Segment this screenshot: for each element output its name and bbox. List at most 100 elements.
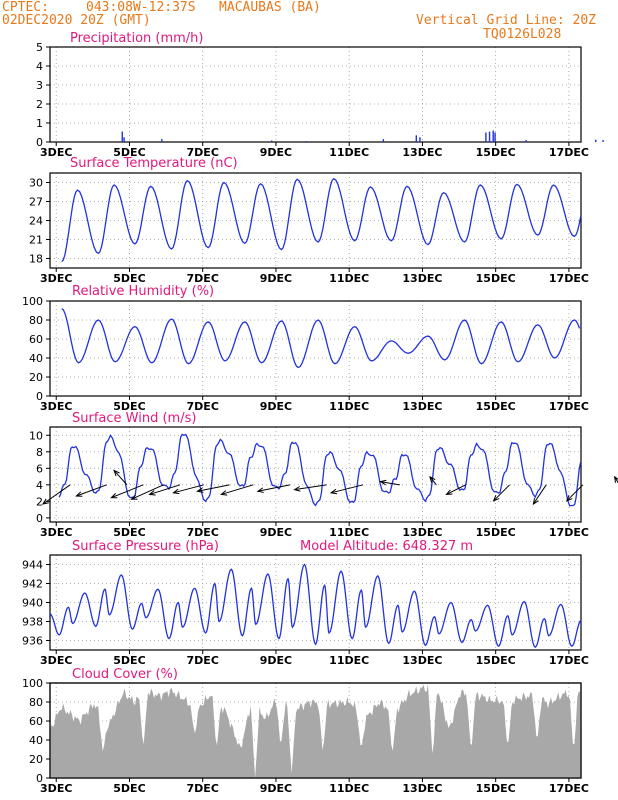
pressure-xtick-label: 3DEC — [40, 654, 72, 667]
temp-ytick-label: 21 — [29, 234, 43, 247]
rh-xtick-label: 3DEC — [40, 400, 72, 413]
wind-arrow — [446, 484, 466, 495]
wind-xtick-label: 3DEC — [40, 526, 72, 539]
header-location: 043:08W-12:37S MACAUBAS (BA) — [86, 0, 321, 15]
cloud-xtick-label: 11DEC — [329, 782, 369, 795]
wind-arrowhead — [113, 469, 120, 477]
rh-ytick-label: 20 — [29, 371, 43, 384]
precip-xtick-label: 3DEC — [40, 146, 72, 159]
cloud-xtick-label: 15DEC — [476, 782, 516, 795]
rh-xtick-label: 15DEC — [476, 400, 516, 413]
rh-ytick-label: 100 — [22, 295, 43, 308]
cloud-ytick-label: 80 — [29, 696, 43, 709]
cloud-ytick-label: 40 — [29, 734, 43, 747]
precip-xtick-label: 5DEC — [113, 146, 145, 159]
header-date: 02DEC2020 20Z (GMT) — [2, 13, 151, 28]
wind-ytick-label: 6 — [36, 462, 43, 475]
wind-arrowhead — [41, 498, 49, 505]
precip-bar — [305, 141, 308, 142]
cloud-xtick-label: 9DEC — [260, 782, 292, 795]
pressure-ytick-label: 936 — [22, 635, 43, 648]
wind-arrowhead — [130, 494, 138, 500]
rh-ytick-label: 80 — [29, 314, 43, 327]
precip-panel: 0 1 2 3 4 5 3DEC 5DEC 7DEC 9DEC 11DEC 13DEC 15DEC 17D… — [36, 31, 604, 159]
wind-arrowhead — [379, 479, 387, 486]
cloud-xtick-label: 3DEC — [40, 782, 72, 795]
precip-bar — [419, 137, 421, 142]
temp-xtick-label: 15DEC — [476, 272, 516, 285]
wind-arrow — [532, 484, 547, 505]
wind-xtick-label: 13DEC — [402, 526, 442, 539]
precip-bar — [121, 131, 123, 142]
rh-xtick-label: 11DEC — [329, 400, 369, 413]
wind-panel: 0 2 4 6 8 10 3DEC 5DEC 7DEC 9DEC 11DEC 13DEC 15DEC 17… — [29, 411, 618, 539]
wind-arrowhead — [172, 488, 180, 495]
wind-arrow — [566, 484, 584, 502]
cloud-area — [50, 684, 581, 778]
cloud-panel: 0 20 40 60 80 100 3DEC 5DEC 7DEC 9DEC 11DEC 13DEC 15… — [22, 667, 589, 795]
wind-xtick-label: 15DEC — [476, 526, 516, 539]
pressure-xtick-label: 9DEC — [260, 654, 292, 667]
wind-title: Surface Wind (m/s) — [72, 411, 196, 426]
wind-arrowhead — [196, 487, 204, 493]
wind-xtick-label: 5DEC — [113, 526, 145, 539]
wind-arrowhead — [613, 475, 618, 483]
rh-xtick-label: 9DEC — [260, 400, 292, 413]
wind-arrowhead — [256, 487, 264, 493]
pressure-ytick-label: 944 — [22, 559, 43, 572]
wind-ytick-label: 4 — [36, 479, 43, 492]
precip-bar — [525, 140, 527, 142]
pressure-note: Model Altitude: 648.327 m — [300, 539, 473, 554]
temp-xtick-label: 3DEC — [40, 272, 72, 285]
wind-xtick-label: 9DEC — [260, 526, 292, 539]
wind-arrow — [330, 484, 364, 494]
temp-xtick-label: 5DEC — [113, 272, 145, 285]
wind-arrow — [149, 484, 181, 495]
wind-arrow — [76, 484, 107, 497]
wind-arrow — [173, 484, 204, 494]
wind-arrow — [614, 476, 618, 484]
precip-ytick-label: 2 — [36, 98, 43, 111]
precip-xtick-label: 15DEC — [476, 146, 516, 159]
wind-frame — [49, 426, 582, 523]
header-source: CPTEC: — [2, 0, 49, 15]
temp-ytick-label: 18 — [29, 253, 43, 266]
pressure-ytick-label: 940 — [22, 597, 43, 610]
wind-arrow — [257, 484, 290, 492]
precip-bar — [595, 139, 597, 142]
rh-frame — [49, 300, 582, 397]
temp-line — [61, 177, 582, 263]
pressure-panel: 936 938 940 942 944 3DEC 5DEC 7DEC 9DEC 11DEC 13DE… — [22, 539, 589, 667]
cloud-ytick-label: 20 — [29, 753, 43, 766]
precip-bar — [415, 135, 418, 142]
precip-bar — [485, 132, 487, 142]
pressure-xtick-label: 5DEC — [113, 654, 145, 667]
wind-arrowhead — [293, 486, 301, 492]
pressure-xtick-label: 11DEC — [329, 654, 369, 667]
precip-xtick-label: 13DEC — [402, 146, 442, 159]
wind-arrow — [493, 484, 510, 502]
precip-bar — [161, 139, 163, 142]
wind-arrowhead — [445, 489, 453, 496]
cloud-xtick-label: 7DEC — [187, 782, 219, 795]
pressure-title: Surface Pressure (hPa) — [72, 539, 219, 554]
temp-xtick-label: 11DEC — [329, 272, 369, 285]
temp-ytick-label: 27 — [29, 196, 43, 209]
wind-arrowhead — [329, 488, 338, 495]
wind-arrowhead — [429, 475, 436, 483]
cloud-xtick-label: 17DEC — [549, 782, 589, 795]
rh-ytick-label: 0 — [36, 390, 43, 403]
cloud-ytick-label: 0 — [36, 772, 43, 785]
rh-panel: 0 20 40 60 80 100 3DEC 5DEC 7DEC 9DEC 11DEC 13DEC 15… — [22, 284, 589, 413]
precip-bar — [270, 140, 273, 142]
precip-frame — [49, 46, 582, 143]
wind-arrow — [113, 470, 128, 486]
precip-xtick-label: 7DEC — [187, 146, 219, 159]
wind-arrow — [42, 484, 71, 505]
cloud-ytick-label: 100 — [22, 677, 43, 690]
temp-panel: 18 21 24 27 30 3DEC 5DEC 7DEC 9DEC 11DEC 13DEC 15DE… — [29, 156, 589, 285]
precip-xtick-label: 9DEC — [260, 146, 292, 159]
wind-arrowhead — [492, 495, 500, 502]
wind-ytick-label: 2 — [36, 495, 43, 508]
